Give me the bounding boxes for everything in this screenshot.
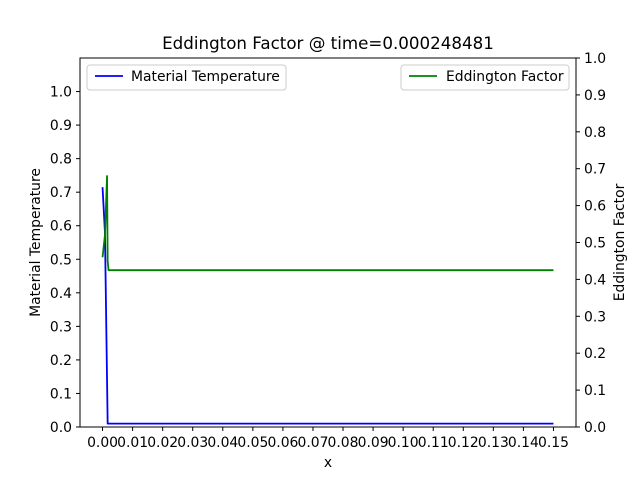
legend-left: Material Temperature (86, 64, 287, 91)
y-axis-right: 0.0 0.1 0.2 0.3 0.4 0.5 0.6 0.7 0.8 0.9 1.0 (576, 51, 606, 436)
legend-right-label: Eddington Factor (446, 69, 564, 85)
y-axis-left-label: Material Temperature (28, 168, 44, 317)
y-left-tick-label: 0.7 (50, 185, 72, 201)
x-tick-label: 0.01 (117, 435, 148, 451)
x-axis-label: x (324, 455, 332, 471)
y-right-tick-label: 0.2 (584, 346, 606, 362)
y-right-tick-label: 0.6 (584, 199, 606, 215)
x-tick-label: 0.07 (298, 435, 329, 451)
x-tick-label: 0.12 (448, 435, 479, 451)
y-left-tick-label: 0.4 (50, 286, 72, 302)
y-left-tick-label: 1.0 (50, 85, 72, 101)
x-tick-label: 0.13 (478, 435, 509, 451)
x-axis: 0.00 0.01 0.02 0.03 0.04 0.05 0.06 0.07 0.08 0.09… (87, 427, 569, 451)
x-tick-label: 0.14 (508, 435, 539, 451)
y-right-tick-label: 0.9 (584, 88, 606, 104)
series-layer (101, 175, 554, 425)
y-left-tick-label: 0.9 (50, 118, 72, 134)
y-left-tick-label: 0.0 (50, 420, 72, 436)
series-line-0 (101, 187, 554, 425)
y-left-tick-label: 0.8 (50, 152, 72, 168)
y-right-tick-label: 0.3 (584, 309, 606, 325)
x-tick-label: 0.09 (358, 435, 389, 451)
y-left-tick-label: 0.3 (50, 319, 72, 335)
series-line-1 (101, 175, 554, 272)
x-tick-label: 0.04 (207, 435, 238, 451)
y-axis-left: 0.0 0.1 0.2 0.3 0.4 0.5 0.6 0.7 0.8 0.9 1.0 (50, 85, 80, 436)
y-right-tick-label: 0.7 (584, 162, 606, 178)
x-tick-label: 0.10 (388, 435, 419, 451)
x-tick-label: 0.06 (267, 435, 298, 451)
y-left-tick-label: 0.5 (50, 252, 72, 268)
y-left-tick-label: 0.6 (50, 219, 72, 235)
x-tick-label: 0.15 (538, 435, 569, 451)
legend-right: Eddington Factor (400, 64, 570, 91)
x-tick-label: 0.11 (418, 435, 449, 451)
y-right-tick-label: 0.1 (584, 383, 606, 399)
y-axis-right-label: Eddington Factor (612, 183, 628, 301)
y-right-tick-label: 1.0 (584, 51, 606, 67)
y-right-tick-label: 0.4 (584, 272, 606, 288)
y-left-tick-label: 0.1 (50, 386, 72, 402)
legend-left-box (86, 64, 287, 91)
x-tick-label: 0.05 (237, 435, 268, 451)
legend-left-label: Material Temperature (131, 69, 280, 85)
x-tick-label: 0.03 (177, 435, 208, 451)
y-right-tick-label: 0.5 (584, 236, 606, 252)
y-left-tick-label: 0.2 (50, 353, 72, 369)
y-right-tick-label: 0.8 (584, 125, 606, 141)
legend-right-box (400, 64, 570, 91)
chart-title: Eddington Factor @ time=0.000248481 (162, 33, 494, 53)
x-tick-label: 0.02 (147, 435, 178, 451)
y-right-tick-label: 0.0 (584, 420, 606, 436)
x-tick-label: 0.00 (87, 435, 118, 451)
x-tick-label: 0.08 (328, 435, 359, 451)
